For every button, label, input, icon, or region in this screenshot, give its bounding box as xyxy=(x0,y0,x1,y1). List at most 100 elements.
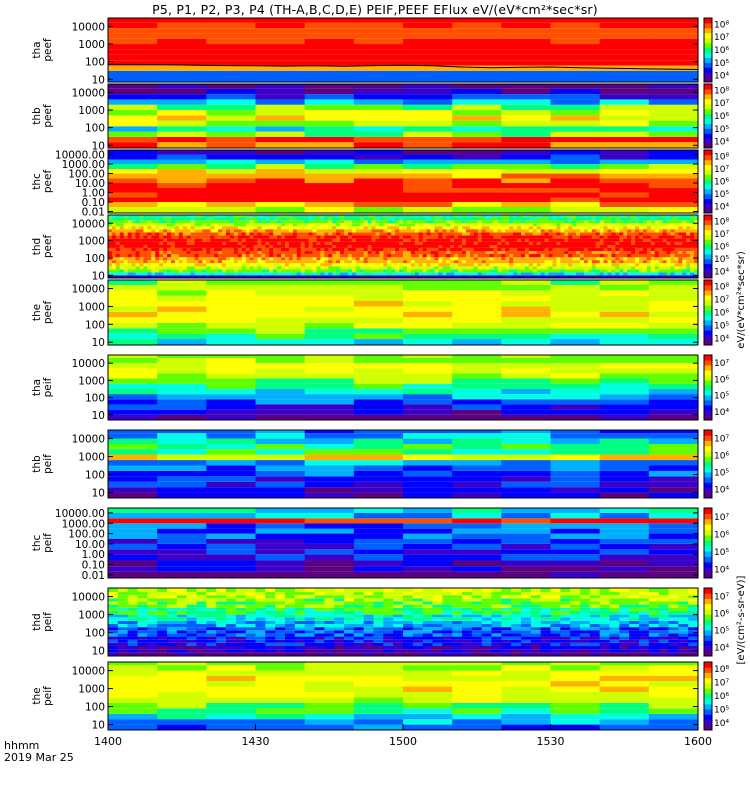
heatmap-cell xyxy=(438,220,443,224)
heatmap-cell xyxy=(627,220,632,224)
colorbar-segment xyxy=(704,450,712,457)
heatmap-cell xyxy=(108,266,113,270)
heatmap-cell xyxy=(469,217,475,221)
heatmap-cell xyxy=(501,512,552,519)
heatmap-cell xyxy=(524,226,530,230)
heatmap-cell xyxy=(117,610,129,615)
heatmap-cell xyxy=(332,241,337,245)
heatmap-cell xyxy=(501,476,552,482)
heatmap-cell xyxy=(552,217,557,221)
heatmap-cell xyxy=(186,235,192,239)
heatmap-cell xyxy=(245,617,257,621)
heatmap-cell xyxy=(410,232,416,236)
heatmap-cell xyxy=(257,226,262,230)
heatmap-cell xyxy=(261,257,266,261)
heatmap-cell xyxy=(300,244,306,248)
heatmap-cell xyxy=(418,253,424,258)
heatmap-cell xyxy=(245,598,257,602)
heatmap-cell xyxy=(430,232,436,236)
heatmap-cell xyxy=(127,229,133,233)
heatmap-cell xyxy=(178,266,184,270)
heatmap-cell xyxy=(353,154,404,160)
heatmap-cell xyxy=(332,253,337,258)
heatmap-cell xyxy=(654,226,660,230)
heatmap-cell xyxy=(139,223,144,227)
heatmap-cell xyxy=(446,238,451,242)
heatmap-cell xyxy=(206,120,257,127)
heatmap-cell xyxy=(403,518,453,524)
heatmap-cell xyxy=(296,272,302,276)
heatmap-cell xyxy=(127,232,133,236)
heatmap-cell xyxy=(233,253,239,258)
heatmap-cell xyxy=(157,368,207,374)
heatmap-cell xyxy=(410,263,416,267)
heatmap-cell xyxy=(265,610,276,615)
heatmap-cell xyxy=(210,235,215,239)
heatmap-cell xyxy=(403,290,453,296)
heatmap-cell xyxy=(174,269,180,273)
heatmap-cell xyxy=(481,229,487,233)
heatmap-cell xyxy=(304,263,310,267)
heatmap-cell xyxy=(452,399,502,405)
heatmap-cell xyxy=(304,142,355,148)
heatmap-cell xyxy=(454,229,459,233)
heatmap-cell xyxy=(532,263,538,267)
heatmap-cell xyxy=(536,235,542,239)
heatmap-cell xyxy=(218,247,223,252)
heatmap-cell xyxy=(481,275,487,278)
heatmap-cell xyxy=(190,253,196,258)
heatmap-cell xyxy=(206,633,217,637)
heatmap-cell xyxy=(296,263,302,267)
heatmap-cell xyxy=(493,226,498,230)
heatmap-cell xyxy=(308,272,314,276)
heatmap-cell xyxy=(210,247,215,252)
heatmap-cell xyxy=(648,188,699,193)
heatmap-cell xyxy=(599,333,650,340)
heatmap-cell xyxy=(170,241,176,245)
heatmap-cell xyxy=(340,263,345,267)
heatmap-cell xyxy=(694,251,699,254)
heatmap-cell xyxy=(627,253,632,258)
heatmap-cell xyxy=(556,235,561,239)
heatmap-cell xyxy=(316,217,321,221)
heatmap-cell xyxy=(151,220,156,224)
heatmap-cell xyxy=(353,188,404,193)
heatmap-cell xyxy=(642,263,648,267)
heatmap-cell xyxy=(255,433,306,439)
heatmap-cell xyxy=(255,627,266,631)
heatmap-cell xyxy=(273,272,278,276)
heatmap-cell xyxy=(576,244,581,248)
heatmap-cell xyxy=(336,253,341,258)
heatmap-cell xyxy=(163,215,168,218)
heatmap-cell xyxy=(363,241,369,245)
heatmap-cell xyxy=(157,649,168,653)
heatmap-cell xyxy=(611,275,616,278)
heatmap-cell xyxy=(174,215,180,218)
heatmap-cell xyxy=(265,269,270,273)
heatmap-cell xyxy=(328,232,333,236)
heatmap-cell xyxy=(403,269,408,273)
heatmap-cell xyxy=(186,652,198,656)
heatmap-cell xyxy=(521,275,526,278)
heatmap-cell xyxy=(108,235,113,239)
heatmap-cell xyxy=(174,260,180,264)
heatmap-cell xyxy=(489,275,495,278)
heatmap-cell xyxy=(391,275,396,278)
heatmap-cell xyxy=(135,217,141,221)
heatmap-cell xyxy=(108,159,158,165)
heatmap-cell xyxy=(403,549,453,555)
heatmap-cell xyxy=(233,232,239,236)
heatmap-cell xyxy=(403,523,453,529)
heatmap-cell xyxy=(235,652,247,656)
heatmap-cell xyxy=(111,260,117,264)
panel-ylabel-line: peef xyxy=(42,301,54,325)
heatmap-cell xyxy=(583,269,589,273)
heatmap-cell xyxy=(359,251,365,254)
heatmap-cell xyxy=(403,70,453,82)
heatmap-cell xyxy=(550,142,601,148)
heatmap-cell xyxy=(452,433,502,439)
heatmap-cell xyxy=(650,220,656,224)
heatmap-cell xyxy=(157,604,168,608)
heatmap-cell xyxy=(304,571,355,578)
heatmap-cell xyxy=(611,241,616,245)
